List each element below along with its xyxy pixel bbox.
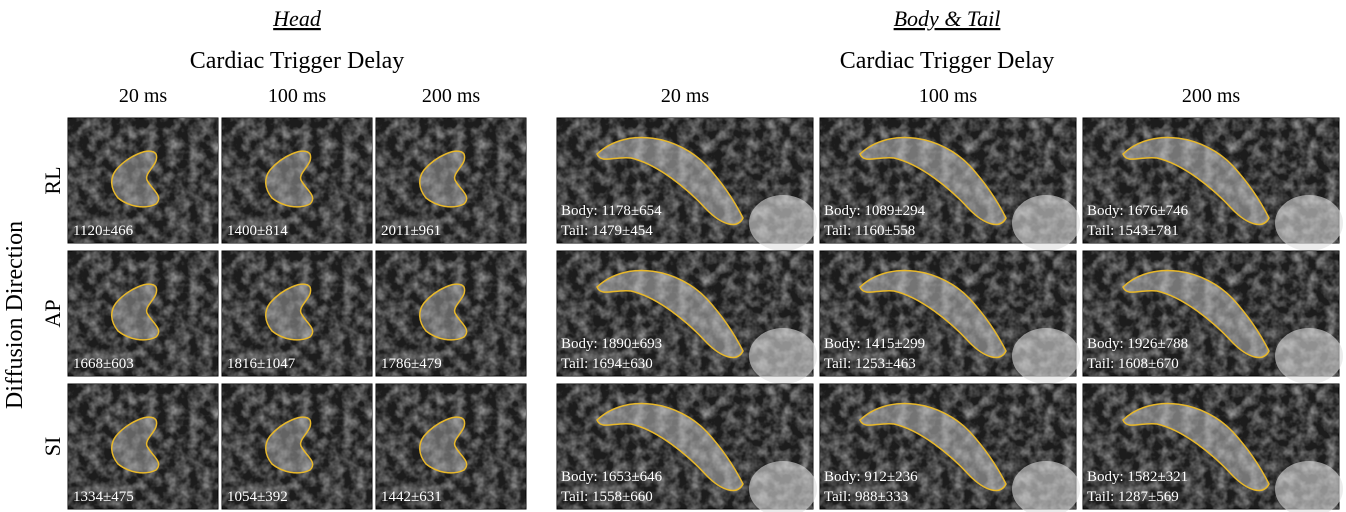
roi-value: 1120±466 xyxy=(73,223,134,239)
column-label: 20 ms xyxy=(661,85,710,107)
bright-structure xyxy=(1275,328,1343,384)
tail-value: Tail: 1160±558 xyxy=(824,223,915,239)
image-panel: 1668±603 xyxy=(68,251,218,376)
row-label: SI xyxy=(40,437,65,457)
figure: Head Cardiac Trigger Delay Body & Tail C… xyxy=(0,0,1346,512)
image-panel: Body: 1582±321 Tail: 1287±569 xyxy=(1083,384,1343,512)
roi-value: 1816±1047 xyxy=(227,356,296,372)
column-label: 100 ms xyxy=(919,85,978,107)
row-label: RL xyxy=(40,166,65,194)
tail-value: Tail: 1479±454 xyxy=(561,223,653,239)
bright-structure xyxy=(1275,195,1343,251)
body-subtitle: Cardiac Trigger Delay xyxy=(840,48,1055,74)
tail-value: Tail: 1287±569 xyxy=(1087,489,1179,505)
image-panel: Body: 1926±788 Tail: 1608±670 xyxy=(1083,251,1343,384)
column-label: 200 ms xyxy=(1182,85,1241,107)
image-panel: Body: 1890±693 Tail: 1694±630 xyxy=(557,251,817,384)
image-panel: Body: 912±236 Tail: 988±333 xyxy=(820,384,1080,512)
tail-value: Tail: 1558±660 xyxy=(561,489,653,505)
body-value: Body: 1582±321 xyxy=(1087,469,1188,485)
body-value: Body: 1926±788 xyxy=(1087,336,1188,352)
head-title: Head xyxy=(272,6,322,31)
body-value: Body: 1890±693 xyxy=(561,336,662,352)
roi-value: 2011±961 xyxy=(381,223,441,239)
roi-value: 1400±814 xyxy=(227,223,288,239)
head-subtitle: Cardiac Trigger Delay xyxy=(190,48,405,74)
image-panel: 1400±814 xyxy=(222,118,372,243)
bright-structure xyxy=(749,328,817,384)
roi-value: 1786±479 xyxy=(381,356,442,372)
tail-value: Tail: 1694±630 xyxy=(561,356,653,372)
column-label: 200 ms xyxy=(422,85,481,107)
image-panel: 1334±475 xyxy=(68,384,218,509)
row-axis-label: Diffusion Direction xyxy=(2,221,28,409)
image-panel: Body: 1178±654 Tail: 1479±454 xyxy=(557,118,817,251)
image-panel: 1054±392 xyxy=(222,384,372,509)
row-label: AP xyxy=(40,299,65,327)
column-label: 100 ms xyxy=(268,85,327,107)
body-value: Body: 1676±746 xyxy=(1087,203,1189,219)
image-panel: 2011±961 xyxy=(376,118,526,243)
roi-value: 1442±631 xyxy=(381,489,442,505)
image-panel: Body: 1089±294 Tail: 1160±558 xyxy=(820,118,1080,251)
bright-structure xyxy=(749,195,817,251)
bright-structure xyxy=(1012,195,1080,251)
body-value: Body: 1653±646 xyxy=(561,469,663,485)
image-panel: Body: 1676±746 Tail: 1543±781 xyxy=(1083,118,1343,251)
image-panel: 1816±1047 xyxy=(222,251,372,376)
image-panel: Body: 1415±299 Tail: 1253±463 xyxy=(820,251,1080,384)
body-value: Body: 1089±294 xyxy=(824,203,926,219)
roi-value: 1668±603 xyxy=(73,356,134,372)
body-value: Body: 1415±299 xyxy=(824,336,925,352)
body-value: Body: 912±236 xyxy=(824,469,918,485)
roi-value: 1054±392 xyxy=(227,489,288,505)
tail-value: Tail: 1543±781 xyxy=(1087,223,1179,239)
tail-value: Tail: 1608±670 xyxy=(1087,356,1179,372)
bright-structure xyxy=(1012,328,1080,384)
tail-value: Tail: 988±333 xyxy=(824,489,908,505)
body-title: Body & Tail xyxy=(894,6,1001,31)
column-label: 20 ms xyxy=(119,85,168,107)
image-panel: 1786±479 xyxy=(376,251,526,376)
image-panel: 1120±466 xyxy=(68,118,218,243)
tail-value: Tail: 1253±463 xyxy=(824,356,916,372)
image-panel: 1442±631 xyxy=(376,384,526,509)
roi-value: 1334±475 xyxy=(73,489,134,505)
body-value: Body: 1178±654 xyxy=(561,203,662,219)
image-panel: Body: 1653±646 Tail: 1558±660 xyxy=(557,384,817,512)
